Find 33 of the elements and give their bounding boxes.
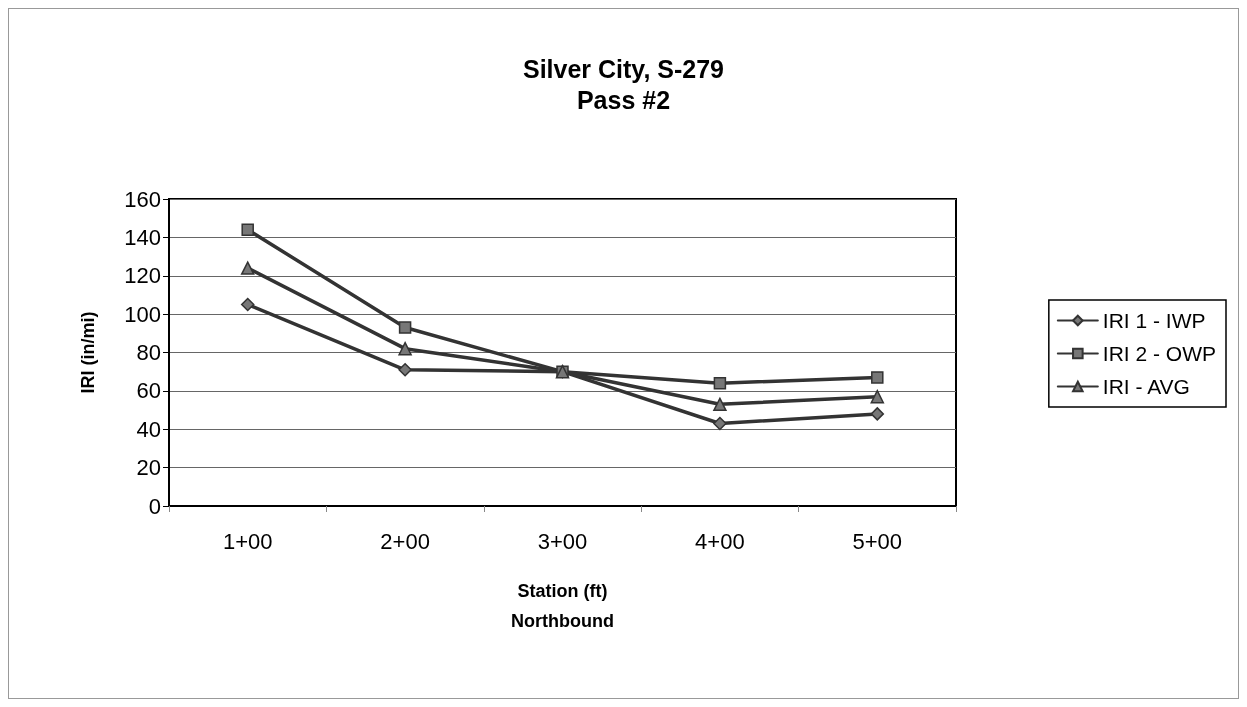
y-axis-title: IRI (in/mi) [78, 311, 98, 394]
legend-label: IRI 1 - IWP [1102, 309, 1206, 332]
point [398, 341, 412, 356]
x-axis-title: Station (ft) Northbound [511, 581, 614, 631]
x-tick-label: 3+00 [537, 528, 588, 554]
point [241, 223, 254, 236]
y-tick-label: 20 [136, 455, 161, 481]
point [870, 407, 885, 421]
point [398, 321, 412, 334]
point [870, 389, 885, 404]
point [713, 397, 727, 412]
y-tick-label: 120 [124, 263, 161, 289]
x-tick-label: 2+00 [380, 528, 430, 554]
x-tick-label: 1+00 [222, 528, 273, 554]
point [871, 371, 884, 384]
y-tick-label: 160 [124, 186, 161, 212]
y-tick-label: 140 [124, 224, 161, 250]
y-tick-label: 100 [124, 301, 161, 327]
y-tick-label: 60 [136, 378, 161, 404]
chart-title: Silver City, S-279 [522, 54, 725, 83]
x-tick-label: 4+00 [695, 528, 745, 554]
y-tick-label: 0 [148, 493, 161, 519]
point [398, 363, 412, 377]
x-tick-label: 5+00 [852, 528, 903, 554]
point [240, 297, 255, 312]
point [713, 416, 727, 431]
point [713, 376, 727, 390]
y-tick-label: 80 [136, 340, 161, 365]
legend-label: IRI - AVG [1102, 375, 1190, 398]
chart-subtitle: Pass #2 [576, 85, 671, 114]
y-tick-label: 40 [136, 416, 161, 442]
legend-label: IRI 2 - OWP [1102, 342, 1217, 365]
point [240, 261, 255, 275]
